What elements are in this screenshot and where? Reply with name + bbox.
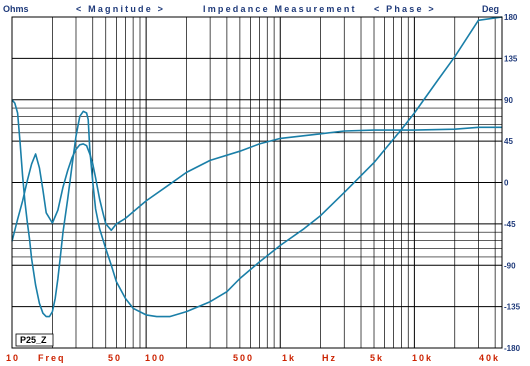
- right-tick-label: 45: [504, 137, 513, 146]
- chart-title: Impedance Measurement: [203, 4, 357, 14]
- right-tick-label: 135: [504, 54, 518, 63]
- x-tick-label: 5k: [370, 353, 384, 363]
- right-tick-label: -180: [504, 344, 521, 353]
- plot-frame: [11, 16, 503, 349]
- right-tick-label: -45: [504, 220, 516, 229]
- right-tick-label: -90: [504, 261, 516, 270]
- impedance-phase-line: [11, 126, 502, 242]
- impedance-magnitude-line: [11, 16, 503, 318]
- left-unit-label: Ohms: [3, 4, 29, 14]
- x-tick-label: Hz: [322, 353, 337, 363]
- right-tick-label: -135: [504, 303, 521, 312]
- x-tick-label: 500: [233, 353, 254, 363]
- plot-grid: [11, 17, 502, 348]
- x-tick-label: Freq: [38, 353, 66, 363]
- right-tick-label: 180: [504, 13, 518, 22]
- chart-header: Ohms < Magnitude > Impedance Measurement…: [3, 4, 499, 14]
- x-tick-label: 40k: [479, 353, 500, 363]
- tag-label: P25_Z: [20, 335, 47, 345]
- x-tick-label: 50: [108, 353, 122, 363]
- magnitude-label: < Magnitude >: [76, 4, 165, 14]
- right-unit-label: Deg: [482, 4, 499, 14]
- tag-box: [15, 333, 54, 347]
- right-tick-label: 0: [504, 179, 509, 188]
- x-tick-label: 1k: [282, 353, 296, 363]
- right-axis-ticks: 180 135 90 45 0 -45 -90 -135 -180: [504, 13, 521, 353]
- x-tick-label: 100: [145, 353, 166, 363]
- series-group: [11, 16, 503, 318]
- x-tick-label: 10: [6, 353, 20, 363]
- x-tick-label: 10k: [412, 353, 433, 363]
- right-tick-label: 90: [504, 96, 513, 105]
- phase-label: < Phase >: [374, 4, 436, 14]
- x-axis-ticks: 10 Freq 50 100 500 1k Hz 5k 10k 40k: [6, 353, 500, 363]
